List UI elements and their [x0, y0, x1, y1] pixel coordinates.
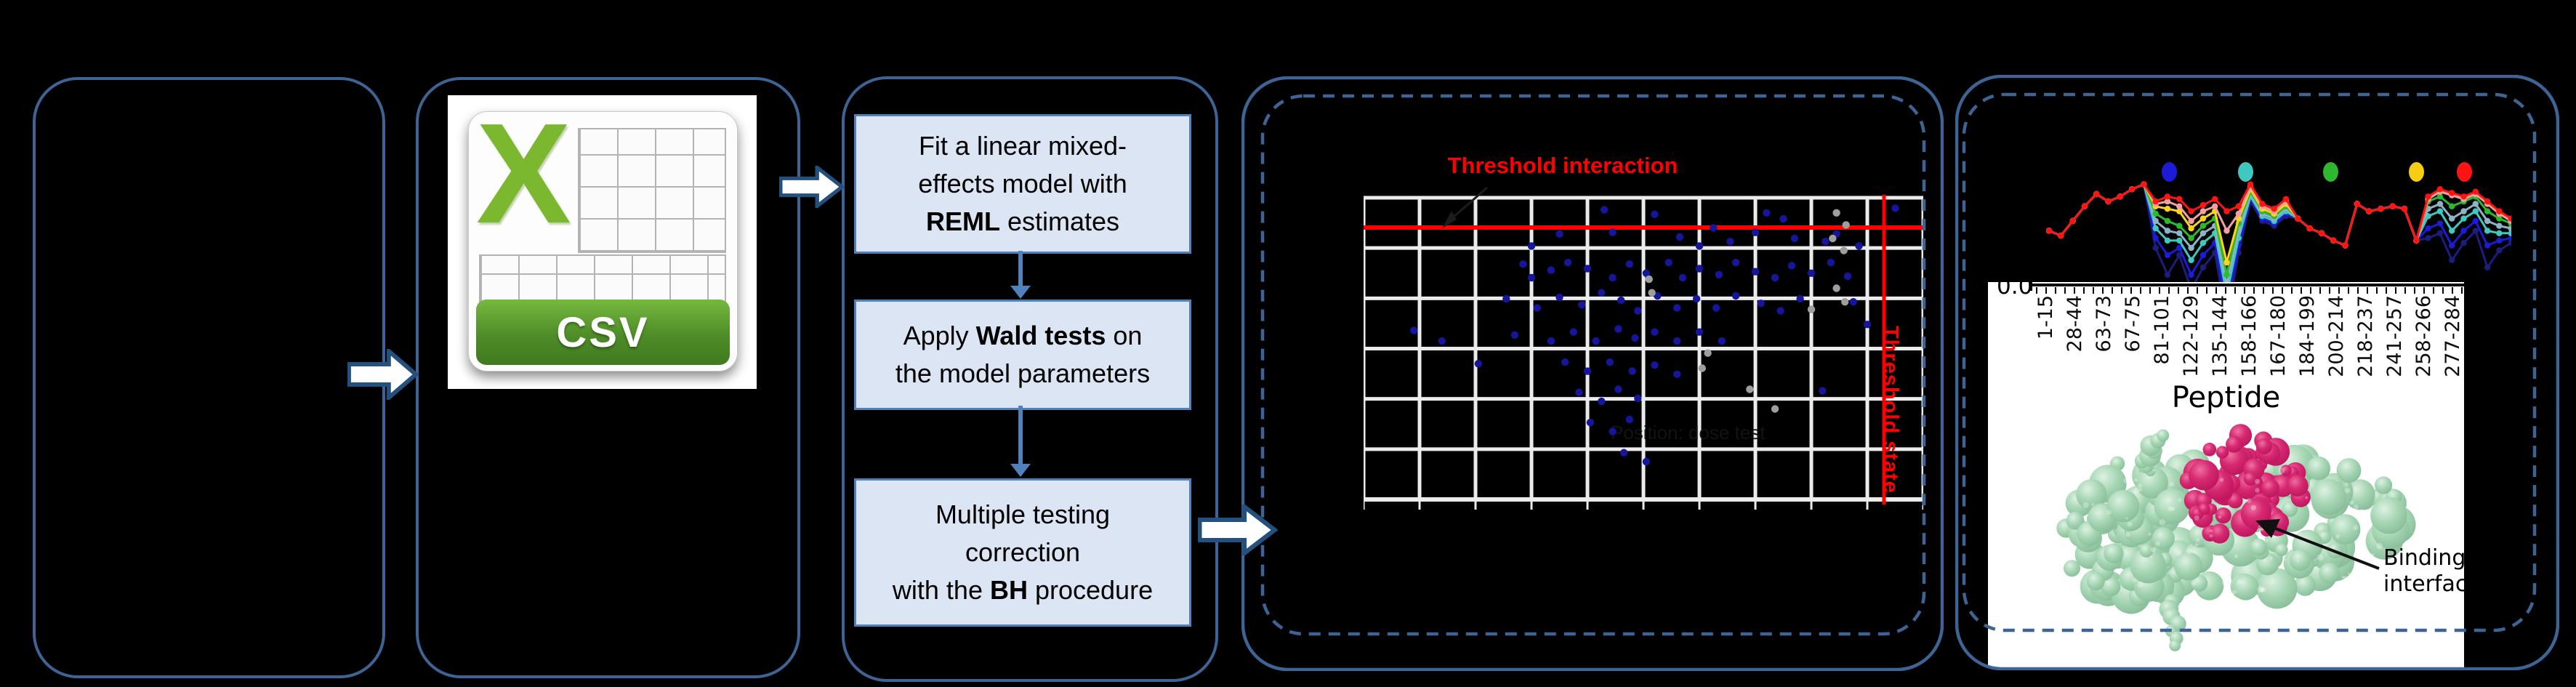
down-arrow-icon [1018, 406, 1023, 465]
flow-arrow-icon [779, 166, 845, 208]
spreadsheet-grid-icon [578, 128, 726, 253]
legend-dot [2323, 162, 2338, 182]
spreadsheet-grid-icon [479, 254, 726, 308]
scatter-title: Threshold interaction [1447, 153, 1678, 178]
binding-interface-label: Binding interface [2383, 545, 2464, 597]
threshold-state-label: Threshold state [1879, 326, 1902, 494]
stage-box-experiment [33, 77, 385, 678]
scatter-plot: Position: dose test [1364, 186, 1923, 510]
csv-file-icon: X CSV [468, 111, 738, 371]
flow-step-text: Fit a linear mixed- effects model with R… [918, 131, 1127, 236]
annotation-arrow-icon [1442, 186, 1488, 228]
binding-annotation-arrow-icon [2255, 519, 2380, 570]
excel-x-letter: X [476, 111, 571, 253]
flow-arrow-icon [1198, 505, 1278, 555]
flow-step-bh-correction: Multiple testing correction with the BH … [854, 478, 1191, 627]
faint-axis-label: Position: dose test [1611, 422, 1766, 443]
legend-dot [2409, 162, 2424, 182]
stage-box-statistics [842, 76, 1218, 682]
down-arrow-icon [1018, 251, 1023, 287]
legend-dot [2162, 162, 2177, 182]
peptide-profile-chart [2046, 181, 2511, 282]
flow-step-wald-tests: Apply Wald tests on the model parameters [854, 300, 1191, 410]
legend-dot [2457, 162, 2472, 182]
stage-box-data-file [416, 77, 800, 678]
profile-axis-panel: 0.0 1-15 28-44 63-73 67-75 81-101 122-129 135-… [1988, 282, 2464, 667]
legend-dot [2238, 162, 2253, 182]
csv-format-badge: CSV [476, 300, 730, 365]
flow-step-text: Apply Wald tests on the model parameters [895, 321, 1151, 388]
flow-step-text: Multiple testing correction with the BH … [892, 499, 1154, 605]
flow-arrow-icon [347, 349, 419, 400]
csv-file-image: X CSV [448, 95, 757, 389]
flow-step-fit-model: Fit a linear mixed- effects model with R… [854, 114, 1191, 254]
